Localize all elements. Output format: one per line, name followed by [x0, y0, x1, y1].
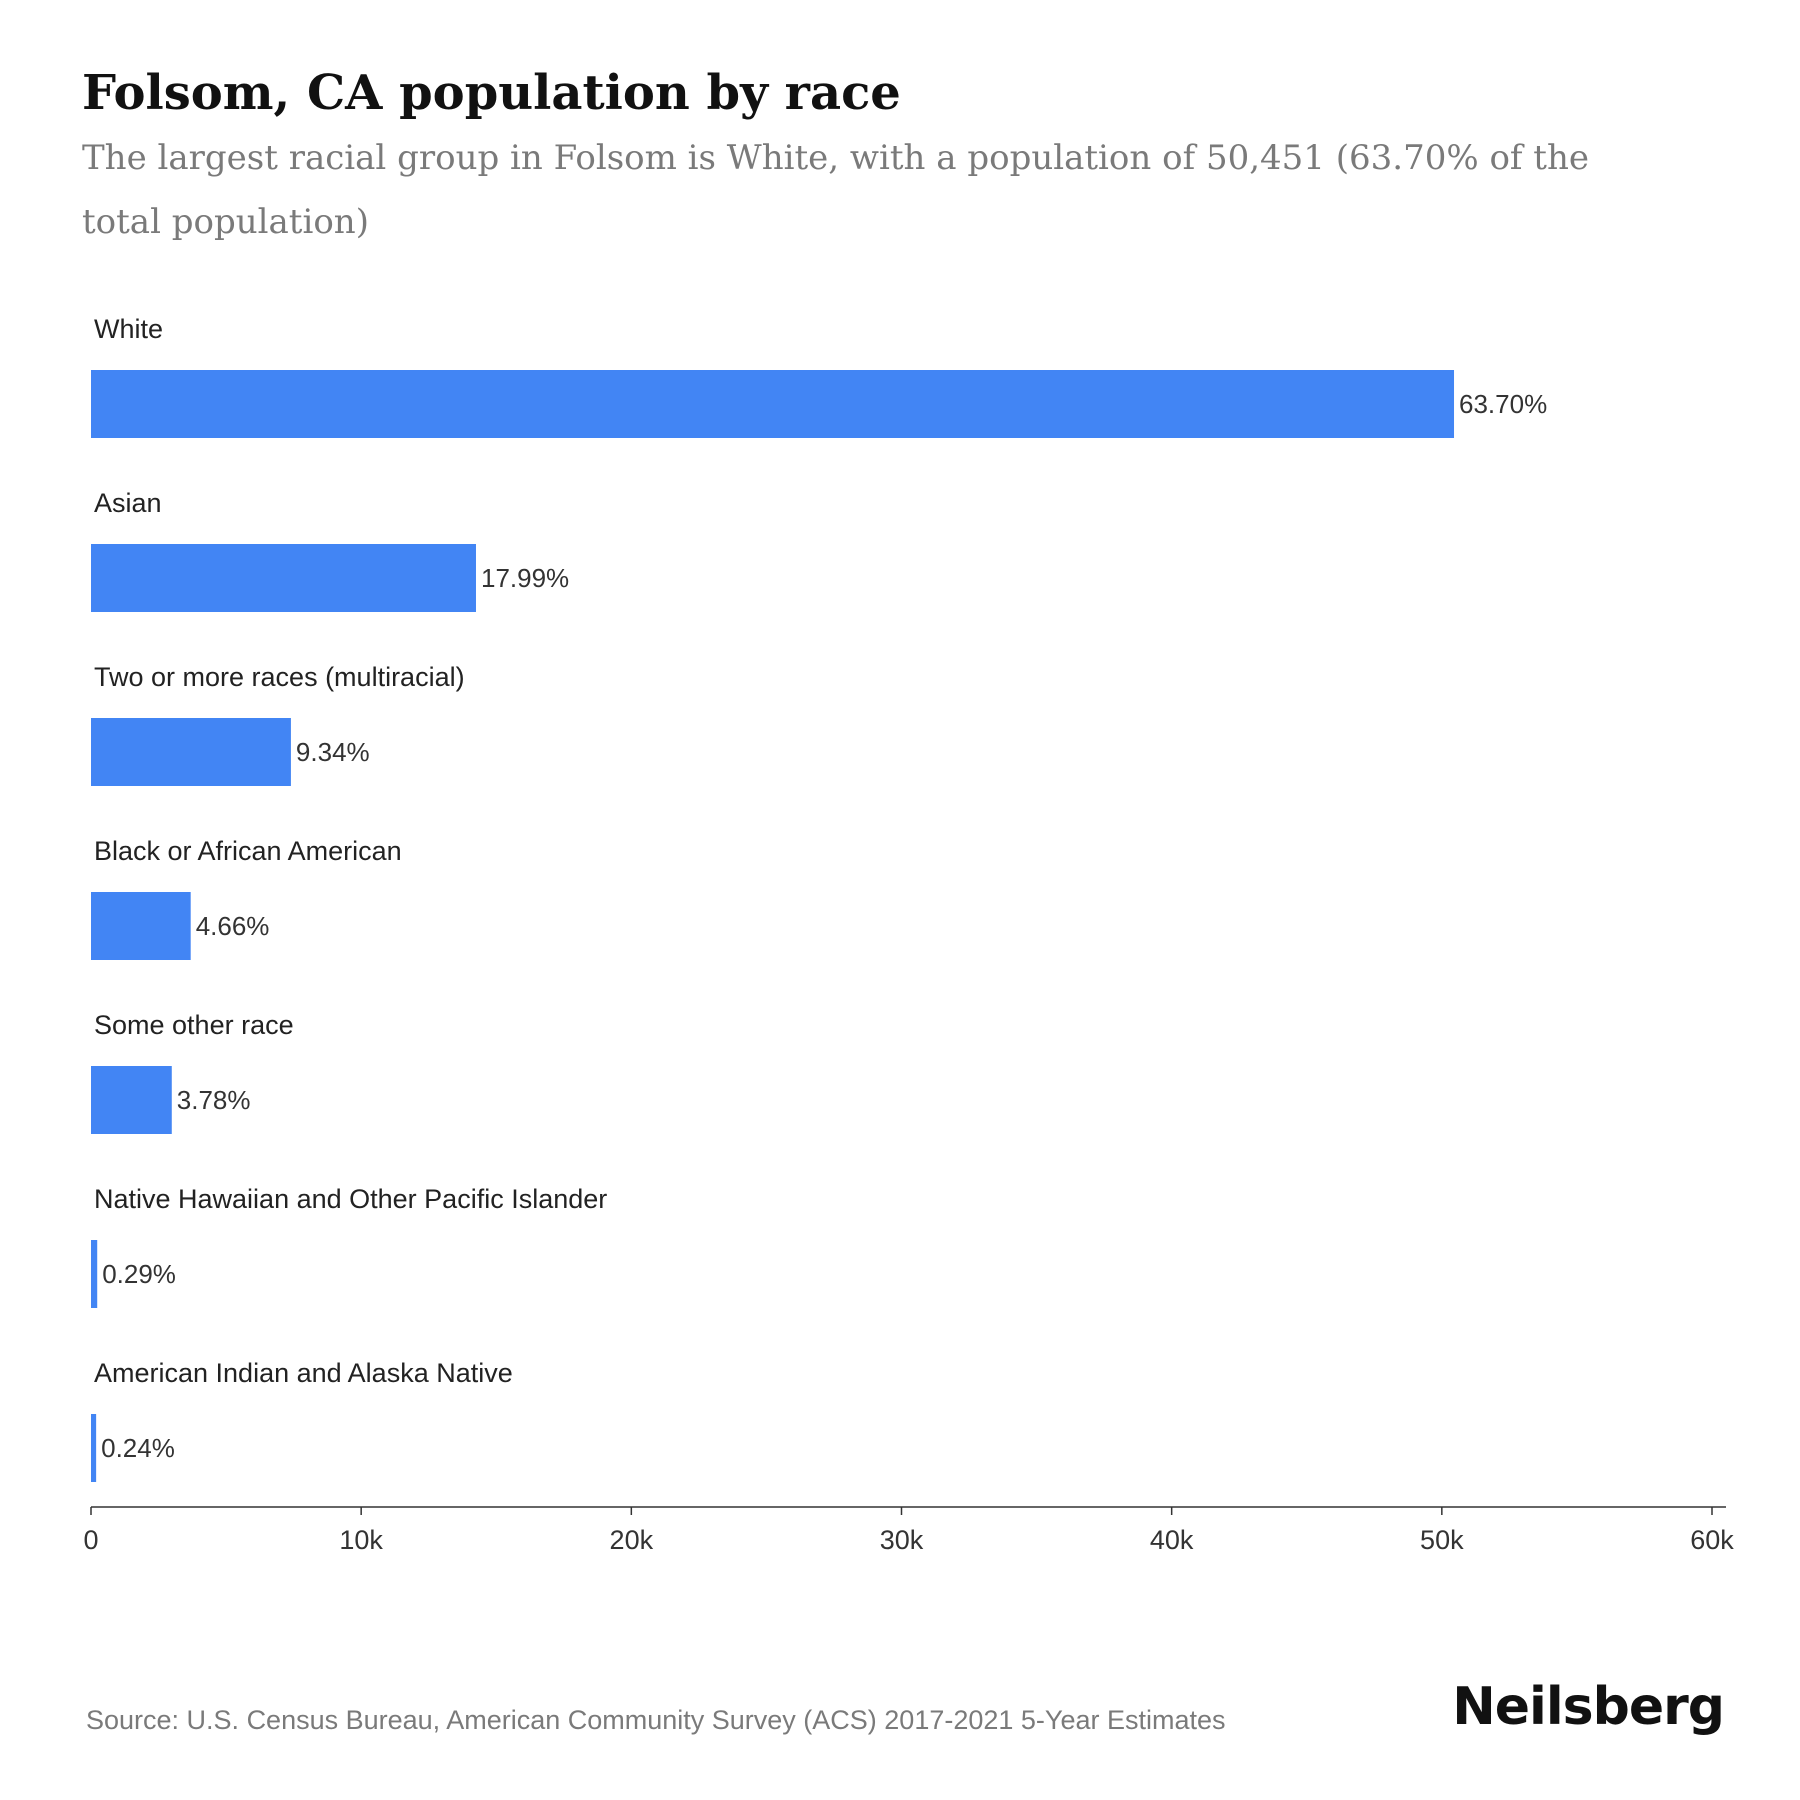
data-label: 0.29%: [102, 1259, 176, 1289]
data-label: 63.70%: [1459, 389, 1547, 419]
bar: [91, 1414, 97, 1482]
category-label: Black or African American: [94, 836, 402, 866]
bar: [91, 718, 291, 786]
bars-layer: White 63.70% Asian 17.99% Two or more races …: [91, 314, 1547, 1482]
x-tick-label: 50k: [1420, 1525, 1464, 1555]
data-label: 0.24%: [101, 1433, 175, 1463]
category-label: White: [94, 314, 163, 344]
x-tick-label: 10k: [339, 1525, 383, 1555]
bar: [91, 370, 1455, 438]
category-label: Native Hawaiian and Other Pacific Island…: [94, 1184, 607, 1214]
data-label: 4.66%: [196, 911, 270, 941]
bar: [91, 892, 191, 960]
x-tick-label: 20k: [610, 1525, 654, 1555]
x-tick-label: 60k: [1690, 1525, 1734, 1555]
data-label: 17.99%: [481, 563, 569, 593]
x-tick-label: 40k: [1150, 1525, 1194, 1555]
x-tick-label: 0: [83, 1525, 98, 1555]
chart-subtitle: The largest racial group in Folsom is Wh…: [82, 138, 1589, 242]
bar: [91, 1240, 98, 1308]
category-label: Asian: [94, 488, 162, 518]
bar: [91, 1066, 172, 1134]
data-label: 3.78%: [177, 1085, 251, 1115]
chart-title: Folsom, CA population by race: [82, 65, 901, 121]
category-label: Some other race: [94, 1010, 294, 1040]
source-note: Source: U.S. Census Bureau, American Com…: [86, 1705, 1226, 1735]
brand-logo: Neilsberg: [1452, 1677, 1725, 1737]
x-axis: 0 10k 20k 30k 40k 50k 60k: [83, 1506, 1734, 1555]
bar: [91, 544, 476, 612]
category-label: Two or more races (multiracial): [94, 662, 465, 692]
category-label: American Indian and Alaska Native: [94, 1358, 513, 1388]
x-tick-label: 30k: [880, 1525, 924, 1555]
data-label: 9.34%: [296, 737, 370, 767]
